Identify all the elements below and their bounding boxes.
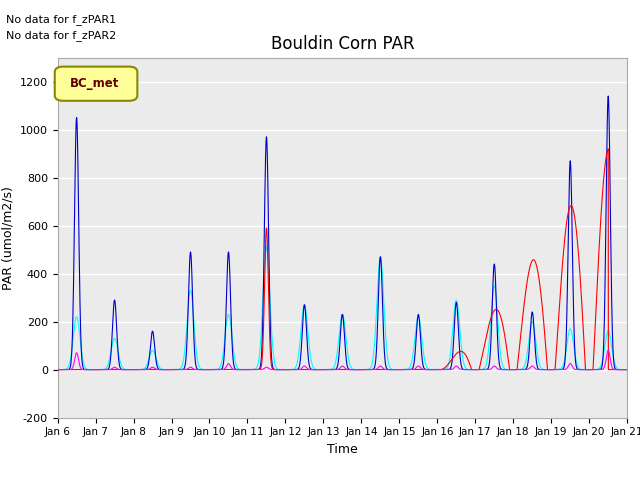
Text: No data for f_zPAR1: No data for f_zPAR1 [6, 13, 116, 24]
Text: BC_met: BC_met [70, 77, 119, 90]
FancyBboxPatch shape [55, 67, 138, 101]
X-axis label: Time: Time [327, 443, 358, 456]
Text: No data for f_zPAR2: No data for f_zPAR2 [6, 30, 116, 41]
Y-axis label: PAR (umol/m2/s): PAR (umol/m2/s) [1, 186, 14, 289]
Title: Bouldin Corn PAR: Bouldin Corn PAR [271, 35, 414, 53]
